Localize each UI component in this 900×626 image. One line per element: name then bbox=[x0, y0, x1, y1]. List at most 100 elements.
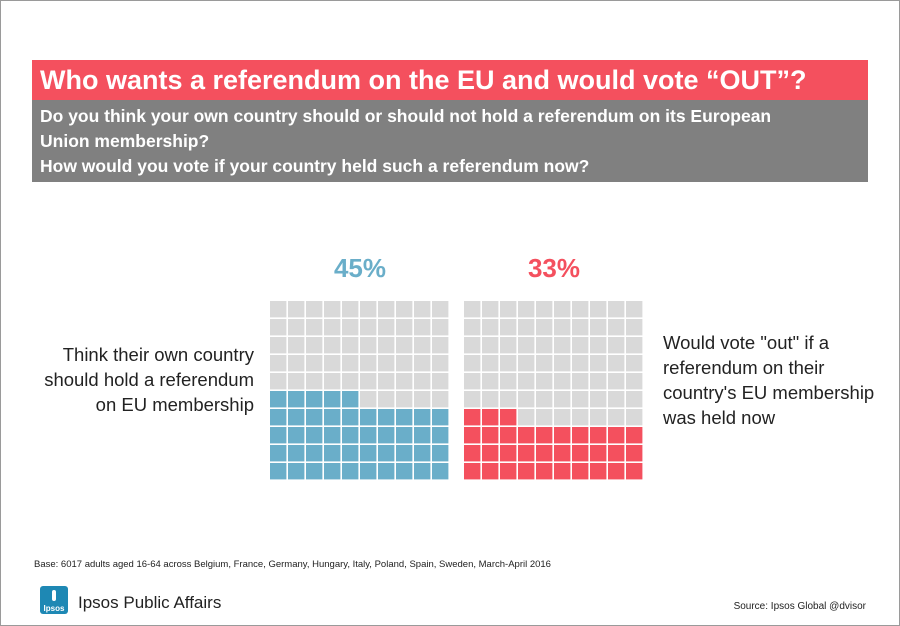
vote-out-empty-cell bbox=[554, 319, 571, 336]
vote-out-empty-cell bbox=[554, 301, 571, 318]
hold-referendum-empty-cell bbox=[378, 355, 395, 372]
vote-out-empty-cell bbox=[464, 301, 481, 318]
label-vote-out: Would vote "out" if a referendum on thei… bbox=[663, 332, 875, 428]
hold-referendum-empty-cell bbox=[432, 337, 449, 354]
hold-referendum-empty-cell bbox=[306, 355, 323, 372]
slide-title: Who wants a referendum on the EU and wou… bbox=[32, 60, 868, 100]
vote-out-empty-cell bbox=[554, 391, 571, 408]
vote-out-filled-cell bbox=[518, 427, 535, 444]
hold-referendum-empty-cell bbox=[270, 373, 287, 390]
hold-referendum-empty-cell bbox=[306, 301, 323, 318]
hold-referendum-empty-cell bbox=[360, 301, 377, 318]
vote-out-empty-cell bbox=[518, 409, 535, 426]
vote-out-empty-cell bbox=[572, 337, 589, 354]
vote-out-filled-cell bbox=[482, 463, 499, 480]
vote-out-filled-cell bbox=[482, 427, 499, 444]
vote-out-filled-cell bbox=[590, 445, 607, 462]
hold-referendum-empty-cell bbox=[342, 355, 359, 372]
hold-referendum-filled-cell bbox=[414, 463, 431, 480]
hold-referendum-filled-cell bbox=[414, 409, 431, 426]
hold-referendum-empty-cell bbox=[288, 301, 305, 318]
hold-referendum-filled-cell bbox=[288, 391, 305, 408]
vote-out-empty-cell bbox=[572, 319, 589, 336]
vote-out-empty-cell bbox=[554, 355, 571, 372]
hold-referendum-filled-cell bbox=[360, 409, 377, 426]
vote-out-filled-cell bbox=[554, 427, 571, 444]
hold-referendum-empty-cell bbox=[288, 373, 305, 390]
percent-label-vote-out: 33% bbox=[527, 253, 581, 283]
vote-out-empty-cell bbox=[464, 337, 481, 354]
hold-referendum-empty-cell bbox=[342, 337, 359, 354]
vote-out-empty-cell bbox=[482, 301, 499, 318]
hold-referendum-filled-cell bbox=[306, 445, 323, 462]
hold-referendum-filled-cell bbox=[360, 463, 377, 480]
hold-referendum-empty-cell bbox=[414, 391, 431, 408]
vote-out-empty-cell bbox=[590, 319, 607, 336]
hold-referendum-filled-cell bbox=[288, 463, 305, 480]
vote-out-filled-cell bbox=[554, 445, 571, 462]
hold-referendum-filled-cell bbox=[270, 427, 287, 444]
vote-out-filled-cell bbox=[536, 427, 553, 444]
vote-out-empty-cell bbox=[626, 301, 643, 318]
hold-referendum-empty-cell bbox=[360, 319, 377, 336]
vote-out-empty-cell bbox=[608, 355, 625, 372]
hold-referendum-filled-cell bbox=[432, 409, 449, 426]
vote-out-empty-cell bbox=[536, 301, 553, 318]
hold-referendum-empty-cell bbox=[324, 337, 341, 354]
hold-referendum-empty-cell bbox=[324, 373, 341, 390]
logo-mark-icon bbox=[52, 590, 56, 601]
vote-out-filled-cell bbox=[590, 427, 607, 444]
vote-out-empty-cell bbox=[626, 409, 643, 426]
vote-out-empty-cell bbox=[518, 373, 535, 390]
hold-referendum-empty-cell bbox=[378, 337, 395, 354]
hold-referendum-empty-cell bbox=[396, 373, 413, 390]
vote-out-filled-cell bbox=[464, 445, 481, 462]
hold-referendum-filled-cell bbox=[324, 427, 341, 444]
hold-referendum-empty-cell bbox=[288, 355, 305, 372]
hold-referendum-empty-cell bbox=[306, 319, 323, 336]
vote-out-empty-cell bbox=[536, 373, 553, 390]
hold-referendum-empty-cell bbox=[414, 337, 431, 354]
hold-referendum-filled-cell bbox=[432, 463, 449, 480]
vote-out-empty-cell bbox=[590, 301, 607, 318]
vote-out-empty-cell bbox=[554, 337, 571, 354]
vote-out-filled-cell bbox=[518, 463, 535, 480]
hold-referendum-filled-cell bbox=[324, 391, 341, 408]
vote-out-empty-cell bbox=[536, 355, 553, 372]
vote-out-filled-cell bbox=[518, 445, 535, 462]
vote-out-empty-cell bbox=[482, 373, 499, 390]
source-note: Source: Ipsos Global @dvisor bbox=[733, 601, 866, 612]
vote-out-empty-cell bbox=[554, 409, 571, 426]
hold-referendum-empty-cell bbox=[342, 319, 359, 336]
vote-out-empty-cell bbox=[572, 391, 589, 408]
hold-referendum-filled-cell bbox=[270, 391, 287, 408]
hold-referendum-empty-cell bbox=[360, 355, 377, 372]
ipsos-logo: Ipsos bbox=[40, 586, 68, 614]
hold-referendum-filled-cell bbox=[306, 427, 323, 444]
hold-referendum-filled-cell bbox=[288, 445, 305, 462]
vote-out-filled-cell bbox=[572, 427, 589, 444]
hold-referendum-filled-cell bbox=[414, 427, 431, 444]
hold-referendum-empty-cell bbox=[414, 373, 431, 390]
hold-referendum-filled-cell bbox=[324, 445, 341, 462]
hold-referendum-empty-cell bbox=[270, 337, 287, 354]
vote-out-empty-cell bbox=[572, 409, 589, 426]
vote-out-empty-cell bbox=[608, 373, 625, 390]
vote-out-empty-cell bbox=[518, 337, 535, 354]
hold-referendum-filled-cell bbox=[342, 445, 359, 462]
hold-referendum-filled-cell bbox=[306, 463, 323, 480]
vote-out-empty-cell bbox=[572, 355, 589, 372]
vote-out-filled-cell bbox=[500, 409, 517, 426]
vote-out-empty-cell bbox=[626, 355, 643, 372]
vote-out-filled-cell bbox=[626, 463, 643, 480]
hold-referendum-filled-cell bbox=[432, 427, 449, 444]
waffle-chart-vote-out bbox=[464, 301, 643, 480]
vote-out-filled-cell bbox=[464, 427, 481, 444]
hold-referendum-filled-cell bbox=[360, 427, 377, 444]
vote-out-filled-cell bbox=[500, 463, 517, 480]
vote-out-empty-cell bbox=[464, 391, 481, 408]
hold-referendum-empty-cell bbox=[396, 301, 413, 318]
vote-out-filled-cell bbox=[464, 463, 481, 480]
vote-out-empty-cell bbox=[590, 337, 607, 354]
hold-referendum-empty-cell bbox=[324, 301, 341, 318]
